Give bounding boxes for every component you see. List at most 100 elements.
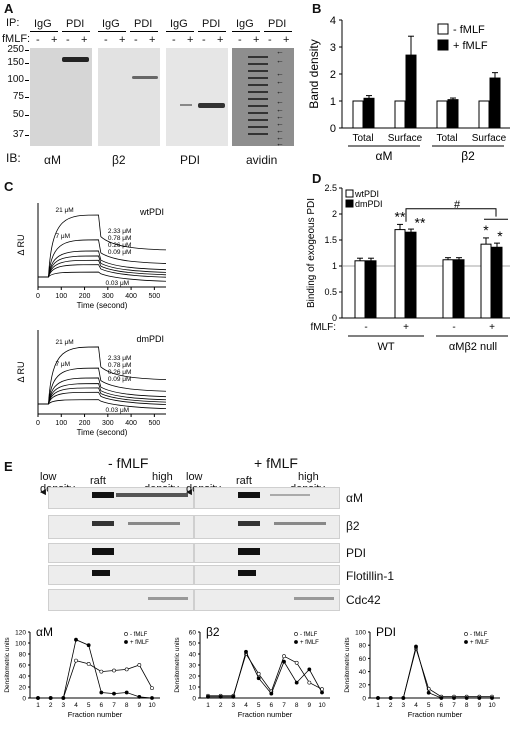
panel-label-c: C (4, 179, 14, 194)
blot-a (98, 48, 160, 146)
chart-b: 0 1 2 3 4 Band density Total Surface Total Surfac… (307, 15, 510, 163)
series-line (38, 639, 153, 699)
band-pdi-raft (92, 548, 114, 555)
data-point (414, 644, 418, 649)
panel-label-b: B (312, 1, 322, 16)
data-point (464, 696, 469, 700)
group-label: WT (377, 341, 394, 353)
data-point (256, 671, 261, 676)
ip-underline (166, 31, 194, 32)
band-cdc42-high (294, 597, 334, 600)
data-point (137, 695, 142, 699)
arrow-icon: ← (276, 112, 284, 121)
x-tick-label: 300 (102, 293, 114, 300)
data-point (294, 660, 299, 665)
x-tick-label: 300 (102, 420, 114, 427)
arrow-icon: ← (276, 133, 284, 142)
blot-strip (48, 565, 194, 585)
fmlf-sign: + (217, 34, 224, 46)
y-tick-label: 1 (332, 261, 337, 271)
legend-label: wtPDI (354, 189, 379, 199)
y-tick-label: 4 (330, 15, 336, 27)
y-tick-label: 100 (355, 630, 366, 637)
bar-wtpdi (442, 259, 454, 319)
mw-label: 100 (7, 74, 24, 85)
blot-strip (194, 589, 340, 611)
y-tick-label: 40 (359, 669, 367, 676)
x-tick-label: 100 (55, 293, 67, 300)
fmlf-sign: - (172, 34, 176, 46)
fmlf-sign: + (51, 34, 58, 46)
group-label: αM (376, 149, 393, 163)
data-point (218, 695, 223, 699)
sensorgram-curve (38, 383, 167, 405)
legend-swatch (437, 39, 449, 51)
band-avidin (248, 56, 268, 58)
data-point (388, 696, 393, 700)
high-label: high (298, 471, 319, 483)
x-tick-label: 3 (62, 702, 66, 709)
blot-label: αM (346, 491, 363, 505)
series-line (378, 647, 492, 699)
data-point (244, 649, 248, 654)
concentration-label: 0.03 μM (105, 280, 129, 287)
x-tick-label: 6 (270, 702, 274, 709)
legend-marker (464, 632, 468, 636)
ip-pdi-label: PDI (202, 18, 221, 30)
y-axis-label: Band density (307, 39, 321, 108)
ip-label: IP: (6, 17, 20, 29)
band-pdi (198, 103, 225, 108)
fmlf-condition-title: + fMLF (254, 455, 298, 471)
data-point (124, 667, 129, 672)
bar-dmpdi (453, 259, 465, 319)
ip-underline (130, 31, 158, 32)
y-tick-label: 2.5 (324, 183, 337, 193)
blot-strip (48, 589, 194, 611)
x-tick-label: 2 (389, 702, 393, 709)
comparison-bracket (405, 208, 497, 222)
legend-swatch (345, 189, 354, 198)
x-tick-label: 8 (465, 702, 469, 709)
bar-dmpdi (405, 231, 417, 319)
arrow-icon: ← (276, 119, 284, 128)
fmlf-sign: - (268, 34, 272, 46)
legend-marker (124, 632, 128, 636)
concentration-label: 2.33 μM (108, 228, 132, 235)
ip-igg-label: IgG (34, 18, 52, 30)
band-b2 (132, 76, 158, 79)
x-tick-label: 1 (36, 702, 40, 709)
blot-label: Cdc42 (346, 593, 381, 607)
band-avidin (248, 77, 268, 79)
concentration-label: 0.09 μM (108, 376, 132, 383)
bar-plus (489, 77, 501, 129)
fmlf-label: fMLF: (2, 33, 31, 45)
category-label: Total (436, 133, 457, 144)
concentration-label: 0.78 μM (108, 235, 132, 242)
sensorgram-curve (38, 399, 167, 410)
category-label: Surface (472, 133, 507, 144)
data-point (282, 654, 286, 659)
x-tick-label: 7 (282, 702, 286, 709)
ip-underline (62, 31, 90, 32)
legend-label: + fMLF (470, 640, 489, 646)
legend-marker (464, 640, 468, 644)
series-line (38, 660, 153, 699)
x-tick-label: 3 (402, 702, 406, 709)
ip-igg-label: IgG (170, 18, 188, 30)
ip-underline (264, 31, 292, 32)
significance-mark: * (497, 228, 503, 244)
panel-e-blots: - fMLFlowdensityrafthighdensity◄►1234567… (0, 455, 520, 615)
x-axis-label: Time (second) (77, 428, 128, 437)
arrow-icon: ← (276, 126, 284, 135)
fmlf-sign: - (202, 34, 206, 46)
bar-dmpdi (491, 246, 503, 319)
mw-tick (25, 97, 29, 98)
data-point (401, 696, 406, 700)
legend-label: dmPDI (355, 199, 383, 209)
sensorgram-curve (38, 255, 167, 278)
category-label: Total (352, 133, 373, 144)
group-label: αMβ2 null (449, 341, 497, 353)
fmlf-sign: - (36, 34, 40, 46)
bar-minus (352, 100, 364, 129)
arrow-icon: ← (276, 87, 284, 96)
